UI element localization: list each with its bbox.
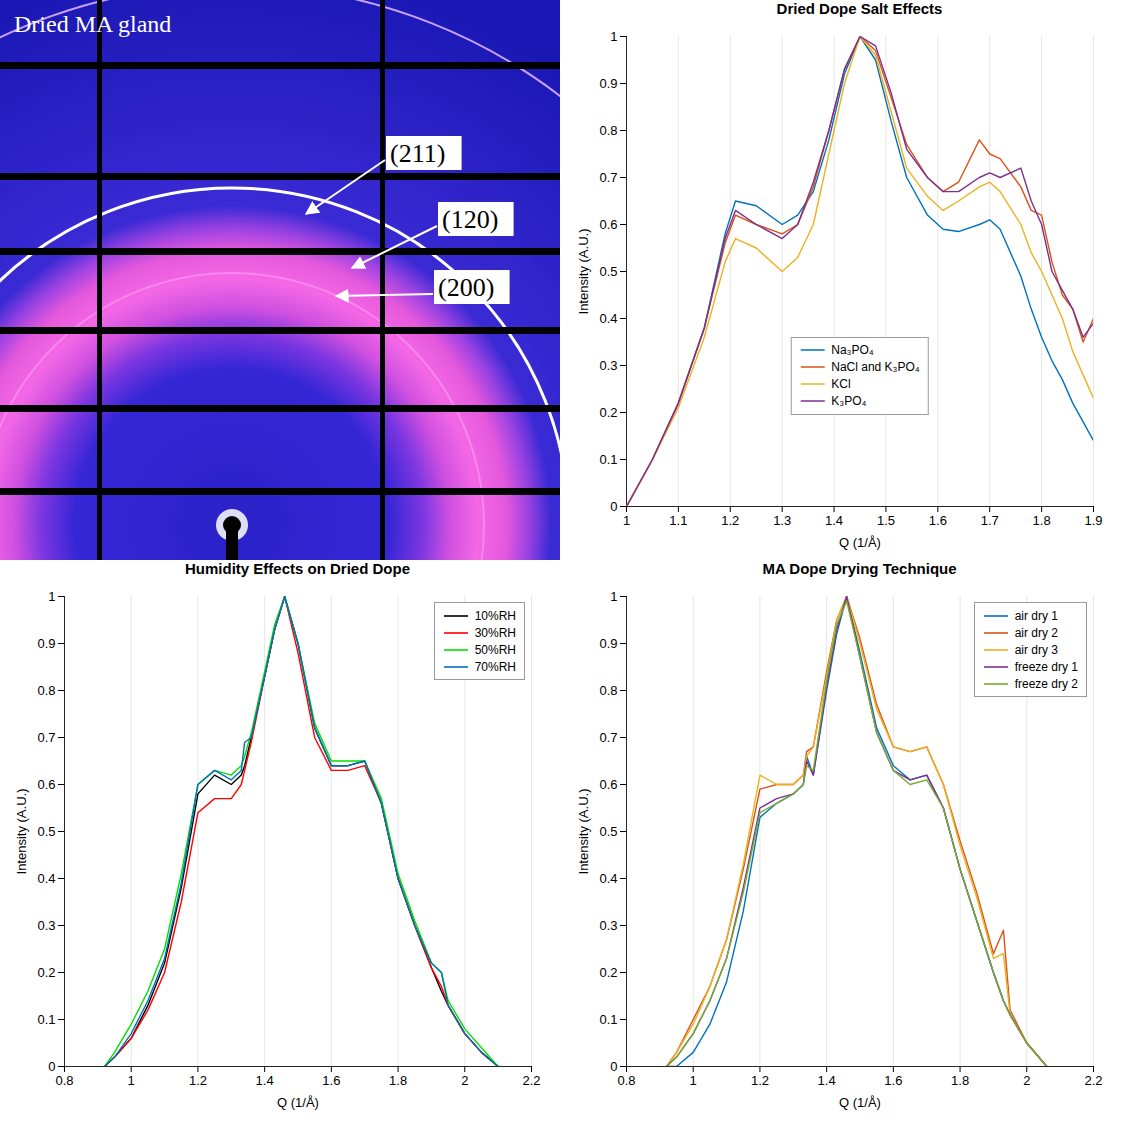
svg-text:(211): (211)	[390, 139, 445, 168]
svg-text:0.3: 0.3	[599, 358, 617, 373]
svg-text:1.4: 1.4	[825, 513, 843, 528]
svg-text:1.4: 1.4	[818, 1073, 836, 1088]
svg-text:2.2: 2.2	[1084, 1073, 1102, 1088]
svg-text:0.7: 0.7	[599, 730, 617, 745]
svg-text:0.8: 0.8	[55, 1073, 73, 1088]
html-text:air dry 2: air dry 2	[1014, 625, 1058, 640]
svg-text:0: 0	[610, 1059, 617, 1074]
svg-text:Intensity (A.U.): Intensity (A.U.)	[14, 789, 29, 875]
svg-text:0.4: 0.4	[37, 871, 55, 886]
html-text:Dried Dope Salt Effects: Dried Dope Salt Effects	[776, 0, 943, 17]
svg-text:Intensity (A.U.): Intensity (A.U.)	[576, 229, 591, 315]
svg-text:1.4: 1.4	[256, 1073, 274, 1088]
svg-text:2: 2	[461, 1073, 468, 1088]
svg-text:1: 1	[128, 1073, 135, 1088]
html-text:70%RH: 70%RH	[474, 659, 516, 674]
svg-text:0.6: 0.6	[599, 777, 617, 792]
svg-text:(120): (120)	[442, 205, 498, 234]
svg-text:0.8: 0.8	[37, 683, 55, 698]
svg-text:1: 1	[623, 513, 630, 528]
svg-text:1.7: 1.7	[981, 513, 999, 528]
svg-text:0.5: 0.5	[37, 824, 55, 839]
svg-text:1: 1	[48, 589, 55, 604]
svg-text:0.9: 0.9	[599, 636, 617, 651]
svg-text:0.6: 0.6	[599, 217, 617, 232]
svg-text:Dried MA gland: Dried MA gland	[14, 11, 171, 37]
svg-text:1.8: 1.8	[1033, 513, 1051, 528]
svg-text:1.2: 1.2	[751, 1073, 769, 1088]
svg-text:1: 1	[690, 1073, 697, 1088]
svg-text:Q (1/Å): Q (1/Å)	[839, 1095, 881, 1110]
html-text:NaCl and K₃PO₄: NaCl and K₃PO₄	[831, 360, 920, 375]
svg-text:0.1: 0.1	[599, 452, 617, 467]
svg-text:0.9: 0.9	[599, 76, 617, 91]
html-text:10%RH: 10%RH	[474, 608, 516, 623]
html-text:Na₃PO₄: Na₃PO₄	[831, 343, 874, 358]
svg-text:0.8: 0.8	[617, 1073, 635, 1088]
svg-text:0.4: 0.4	[599, 311, 617, 326]
svg-text:1: 1	[610, 29, 617, 44]
html-text:freeze dry 2: freeze dry 2	[1014, 676, 1078, 691]
svg-text:1.8: 1.8	[951, 1073, 969, 1088]
svg-text:2.2: 2.2	[522, 1073, 540, 1088]
svg-text:2: 2	[1023, 1073, 1030, 1088]
html-text:air dry 1: air dry 1	[1014, 608, 1058, 623]
svg-text:Q (1/Å): Q (1/Å)	[839, 535, 881, 550]
html-text:K₃PO₄: K₃PO₄	[831, 394, 867, 409]
svg-text:0.9: 0.9	[37, 636, 55, 651]
svg-text:1.6: 1.6	[884, 1073, 902, 1088]
svg-text:0: 0	[48, 1059, 55, 1074]
svg-text:1.1: 1.1	[669, 513, 687, 528]
svg-text:(200): (200)	[438, 273, 494, 302]
svg-text:0.1: 0.1	[37, 1012, 55, 1027]
html-text:50%RH: 50%RH	[474, 642, 516, 657]
svg-text:0.2: 0.2	[599, 965, 617, 980]
svg-text:0.7: 0.7	[37, 730, 55, 745]
svg-text:0: 0	[610, 499, 617, 514]
svg-text:0.4: 0.4	[599, 871, 617, 886]
svg-text:1.6: 1.6	[929, 513, 947, 528]
svg-text:1.8: 1.8	[389, 1073, 407, 1088]
svg-text:1.5: 1.5	[877, 513, 895, 528]
svg-text:1.2: 1.2	[189, 1073, 207, 1088]
svg-text:0.3: 0.3	[599, 918, 617, 933]
svg-text:0.5: 0.5	[599, 824, 617, 839]
html-text:MA Dope Drying Technique: MA Dope Drying Technique	[762, 560, 957, 577]
html-text:30%RH: 30%RH	[474, 625, 516, 640]
svg-text:1: 1	[610, 589, 617, 604]
svg-text:1.6: 1.6	[322, 1073, 340, 1088]
html-text:freeze dry 1: freeze dry 1	[1014, 659, 1078, 674]
svg-text:0.5: 0.5	[599, 264, 617, 279]
html-text:Humidity Effects on Dried Dope: Humidity Effects on Dried Dope	[185, 560, 410, 577]
svg-text:0.8: 0.8	[599, 123, 617, 138]
html-text:KCl: KCl	[831, 377, 851, 392]
svg-text:0.2: 0.2	[37, 965, 55, 980]
svg-text:0.8: 0.8	[599, 683, 617, 698]
svg-text:1.9: 1.9	[1084, 513, 1102, 528]
svg-text:0.7: 0.7	[599, 170, 617, 185]
svg-text:Intensity (A.U.): Intensity (A.U.)	[576, 789, 591, 875]
svg-text:0.3: 0.3	[37, 918, 55, 933]
svg-text:0.1: 0.1	[599, 1012, 617, 1027]
html-text:air dry 3: air dry 3	[1014, 642, 1058, 657]
svg-text:1.3: 1.3	[773, 513, 791, 528]
svg-text:Q (1/Å): Q (1/Å)	[277, 1095, 319, 1110]
svg-text:0.6: 0.6	[37, 777, 55, 792]
svg-text:1.2: 1.2	[721, 513, 739, 528]
svg-text:0.2: 0.2	[599, 405, 617, 420]
